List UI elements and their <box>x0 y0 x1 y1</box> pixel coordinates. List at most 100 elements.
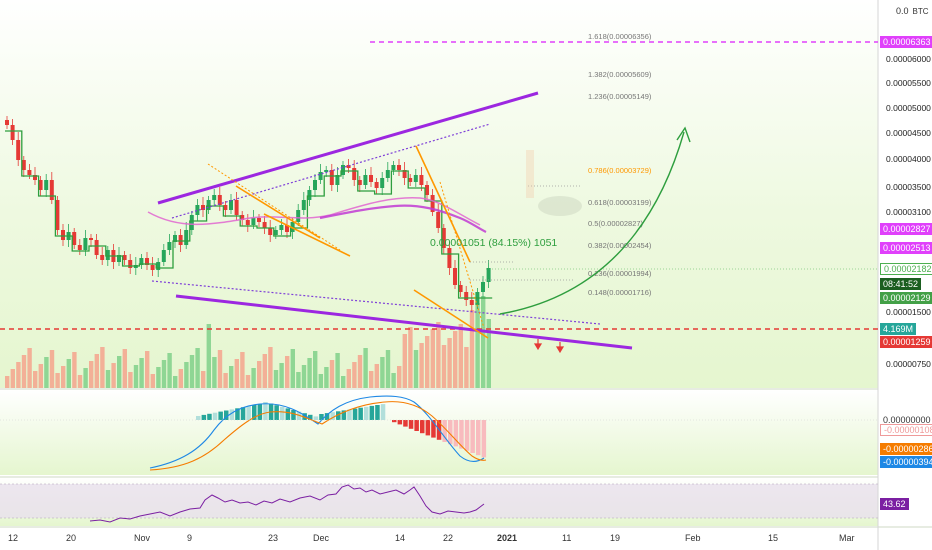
ma-magenta <box>319 204 487 233</box>
fib-label: 0.786(0.00003729) <box>588 166 652 175</box>
down-arrows <box>533 339 565 354</box>
price-tag: 0.00002182 <box>880 263 932 275</box>
candle <box>419 175 424 185</box>
time-axis-label: 11 <box>562 533 572 543</box>
candle <box>436 212 441 228</box>
macd-bar <box>392 420 397 423</box>
rsi-band <box>0 484 878 518</box>
fib-label: 0.236(0.00001994) <box>588 269 652 278</box>
candle <box>38 180 43 190</box>
time-axis-label: Dec <box>313 533 330 543</box>
macd-bar <box>425 420 431 436</box>
volume-bar <box>262 354 267 388</box>
candle <box>184 230 189 245</box>
volume-bar <box>105 370 111 388</box>
candle <box>279 225 284 230</box>
candle <box>245 220 250 225</box>
volume-bar <box>212 357 217 388</box>
candle <box>49 180 54 200</box>
volume-bar <box>419 343 424 388</box>
volume-bar <box>352 362 357 388</box>
macd-bar <box>291 410 296 420</box>
time-axis-label: Mar <box>839 533 855 543</box>
volume-bar <box>385 350 391 388</box>
macd-bar <box>476 420 481 456</box>
channel-bottom[interactable] <box>175 294 633 350</box>
volume-bar <box>335 353 340 388</box>
volume-bar <box>279 363 284 388</box>
candle <box>441 228 446 248</box>
candle <box>33 175 37 180</box>
macd-bar <box>442 420 447 442</box>
volume-bar <box>139 358 144 388</box>
volume-bar <box>425 336 430 388</box>
volume-bar <box>61 366 66 388</box>
price-axis-label: 0.00005000 <box>886 103 931 113</box>
volume-bar <box>178 369 183 388</box>
candle <box>167 242 172 250</box>
volume-bar <box>318 374 323 388</box>
macd-bar <box>420 420 425 434</box>
candle <box>464 292 469 300</box>
macd-bar <box>218 411 223 420</box>
channel-top[interactable] <box>157 91 539 205</box>
volume-bar <box>369 371 374 388</box>
candle <box>380 178 385 188</box>
macd-bar <box>464 420 470 451</box>
macd-bar <box>358 407 363 420</box>
volume-bar <box>481 296 486 388</box>
time-axis-label: 9 <box>187 533 193 543</box>
volume-bar <box>27 348 32 388</box>
volume-bar <box>128 372 133 388</box>
candle <box>161 250 166 262</box>
candle <box>391 165 396 170</box>
volume-bar <box>245 375 251 388</box>
macd-bar <box>364 406 369 420</box>
candle <box>486 268 491 282</box>
falling-wedges <box>207 145 489 339</box>
channel-bottom-inner[interactable] <box>151 280 601 325</box>
volume-bars <box>5 296 491 388</box>
price-tag: 0.00002513 <box>880 242 932 254</box>
volume-bar <box>173 376 178 388</box>
candle <box>139 258 144 265</box>
macd-bar <box>207 413 212 420</box>
channel-top-inner[interactable] <box>171 123 491 219</box>
macd-bar <box>196 416 201 420</box>
volume-bar <box>94 354 99 388</box>
candle <box>453 268 457 285</box>
candle <box>335 175 340 185</box>
volume-bar <box>201 371 206 388</box>
candle <box>16 140 21 160</box>
fib-label: 1.618(0.00006356) <box>588 32 652 41</box>
currency-label: 0.0 BTC <box>896 6 929 16</box>
candle <box>363 175 368 185</box>
macd-bar <box>319 414 324 420</box>
candle <box>296 210 301 222</box>
candle <box>425 185 429 195</box>
macd-bar <box>448 420 453 445</box>
volume-bar <box>453 331 458 388</box>
time-axis-label: 20 <box>66 533 77 543</box>
macd-bar <box>397 420 403 425</box>
volume-bar <box>469 310 475 388</box>
volume-bar <box>38 364 43 388</box>
volume-bar <box>5 376 10 388</box>
macd-bar <box>403 420 408 427</box>
candle <box>469 300 474 305</box>
price-axis-label: 0.00001500 <box>886 307 931 317</box>
macd-bar <box>308 414 313 420</box>
volume-bar <box>486 319 491 388</box>
candle <box>251 218 256 225</box>
macd-bar <box>347 409 352 420</box>
macd-bar <box>369 405 375 420</box>
time-axis-label: 12 <box>8 533 19 543</box>
candle <box>290 222 295 232</box>
candle <box>105 250 110 260</box>
candle <box>341 165 345 175</box>
candle <box>329 170 334 185</box>
volume-bar <box>301 365 307 388</box>
candle <box>234 200 239 215</box>
candle <box>229 200 233 210</box>
